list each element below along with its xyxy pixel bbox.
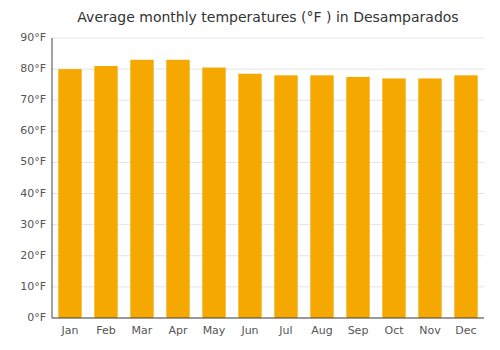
chart-svg: 0°F 10°F 20°F 30°F 40°F 50°F 60°F 70°F 80°F 90°F J… <box>0 0 500 350</box>
bar <box>310 75 333 318</box>
bar <box>454 75 477 318</box>
bar <box>166 60 189 318</box>
x-tick-label: Feb <box>96 324 115 337</box>
bar <box>382 78 405 318</box>
bars <box>58 60 477 318</box>
x-tick-label: Jul <box>278 324 292 337</box>
bar <box>202 68 225 318</box>
y-tick-label: 20°F <box>20 249 46 262</box>
grid-line <box>52 318 484 319</box>
x-tick-label: Jan <box>61 324 79 337</box>
y-tick-label: 30°F <box>20 218 46 231</box>
grid-line <box>52 38 484 39</box>
x-tick-label: Sep <box>348 324 369 337</box>
x-tick-label: Aug <box>311 324 332 337</box>
y-tick-label: 50°F <box>20 155 46 168</box>
y-tick-label: 0°F <box>27 311 46 324</box>
bar <box>274 75 297 318</box>
bar <box>130 60 153 318</box>
x-tick-label: Dec <box>455 324 476 337</box>
x-tick-label: Mar <box>132 324 153 337</box>
bar <box>58 69 81 318</box>
y-tick-label: 90°F <box>20 31 46 44</box>
y-grid <box>52 38 484 318</box>
y-tick-label: 80°F <box>20 62 46 75</box>
x-axis: Jan Feb Mar Apr May Jun Jul Aug Sep Oct Nov Dec <box>61 324 477 337</box>
y-tick-label: 60°F <box>20 124 46 137</box>
bar <box>418 78 441 318</box>
bar <box>94 66 117 318</box>
y-tick-label: 10°F <box>20 280 46 293</box>
x-tick-label: Jun <box>240 324 258 337</box>
y-tick-label: 70°F <box>20 93 46 106</box>
x-tick-label: May <box>203 324 226 337</box>
x-tick-label: Apr <box>168 324 188 337</box>
bar <box>238 74 261 318</box>
y-axis-line <box>52 38 53 318</box>
y-tick-label: 40°F <box>20 187 46 200</box>
x-tick-label: Oct <box>384 324 404 337</box>
chart-title: Average monthly temperatures (°F ) in De… <box>77 9 458 25</box>
chart-container: 0°F 10°F 20°F 30°F 40°F 50°F 60°F 70°F 80°F 90°F J… <box>0 0 500 350</box>
x-tick-label: Nov <box>419 324 441 337</box>
bar <box>346 77 369 318</box>
x-axis-line <box>52 318 484 319</box>
y-axis: 0°F 10°F 20°F 30°F 40°F 50°F 60°F 70°F 80°F 90°F <box>20 31 46 324</box>
